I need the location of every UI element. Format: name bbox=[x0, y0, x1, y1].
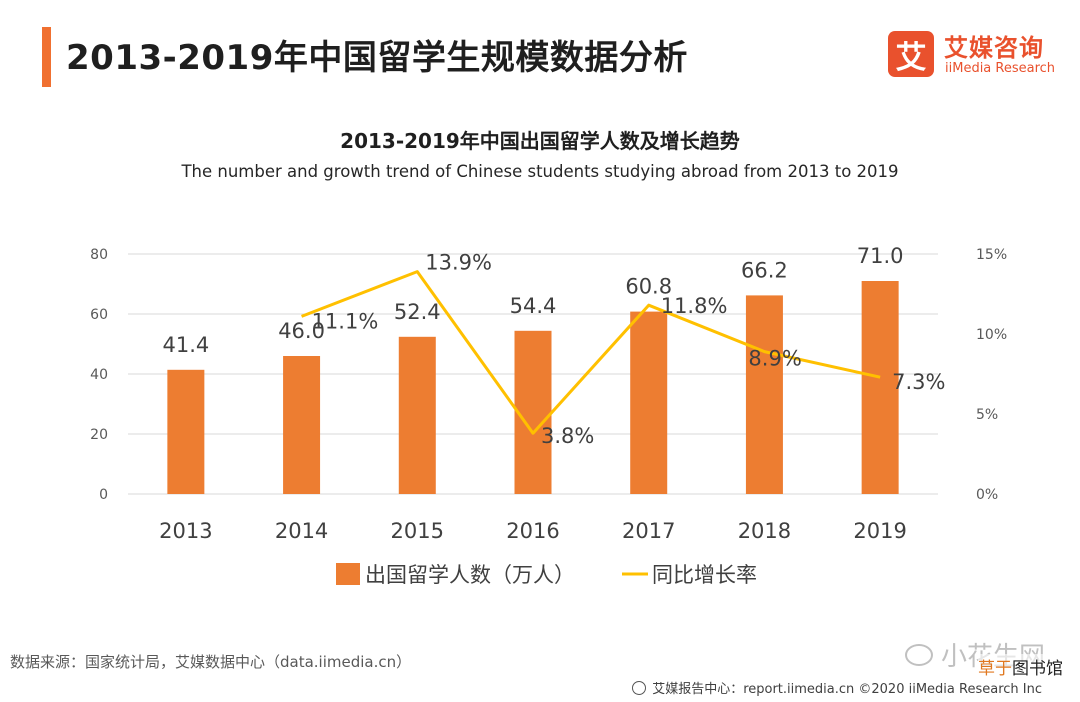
line-point-label: 11.1% bbox=[312, 309, 379, 333]
x-tick-label: 2016 bbox=[506, 519, 559, 543]
x-tick-label: 2018 bbox=[738, 519, 791, 543]
legend-swatch-bar bbox=[336, 563, 360, 585]
line-point-label: 8.9% bbox=[748, 347, 801, 371]
bar-value-label: 46.0 bbox=[278, 319, 325, 343]
y-left-tick-label: 40 bbox=[90, 367, 108, 383]
y-left-tick-label: 0 bbox=[99, 487, 108, 503]
bar-2018 bbox=[745, 295, 783, 494]
watermark-library: 草于图书馆 bbox=[978, 654, 1063, 679]
bar-value-label: 41.4 bbox=[162, 333, 209, 357]
bar-2013 bbox=[167, 369, 205, 494]
bar-value-label: 54.4 bbox=[510, 294, 557, 318]
x-tick-label: 2015 bbox=[391, 519, 444, 543]
y-left-tick-label: 20 bbox=[90, 427, 108, 443]
bar-2015 bbox=[398, 336, 436, 494]
watermark-library-a: 草于 bbox=[978, 659, 1012, 679]
legend-label-line: 同比增长率 bbox=[652, 563, 757, 587]
y-right-tick-label: 15% bbox=[976, 247, 1007, 263]
bar-2016 bbox=[514, 330, 552, 494]
page-title: 2013-2019年中国留学生规模数据分析 bbox=[66, 38, 688, 78]
iimedia-logo: 艾 艾媒咨询 iiMedia Research bbox=[888, 31, 1068, 81]
bar-value-label: 60.8 bbox=[625, 275, 672, 299]
bar-2019 bbox=[861, 281, 899, 494]
y-left-tick-label: 60 bbox=[90, 307, 108, 323]
data-source-note: 数据来源：国家统计局，艾媒数据中心（data.iimedia.cn） bbox=[10, 653, 412, 671]
y-right-tick-label: 0% bbox=[976, 487, 998, 503]
chart-subtitle: The number and growth trend of Chinese s… bbox=[181, 162, 899, 181]
line-point-label: 7.3% bbox=[892, 370, 945, 394]
chart-title: 2013-2019年中国出国留学人数及增长趋势 bbox=[340, 129, 740, 153]
title-accent-bar bbox=[42, 27, 51, 87]
bar-2017 bbox=[630, 311, 668, 494]
x-tick-label: 2013 bbox=[159, 519, 212, 543]
wechat-icon bbox=[905, 643, 933, 666]
y-right-tick-label: 10% bbox=[976, 327, 1007, 343]
y-right-tick-label: 5% bbox=[976, 407, 998, 423]
bar-value-label: 66.2 bbox=[741, 258, 788, 282]
bar-value-label: 52.4 bbox=[394, 300, 441, 324]
logo-english-name: iiMedia Research bbox=[945, 61, 1056, 76]
logo-mark-icon: 艾 bbox=[888, 31, 934, 77]
watermark-library-b: 图书馆 bbox=[1012, 659, 1063, 679]
x-tick-label: 2014 bbox=[275, 519, 328, 543]
x-tick-label: 2017 bbox=[622, 519, 675, 543]
line-point-label: 13.9% bbox=[425, 251, 492, 275]
legend-label-bar: 出国留学人数（万人） bbox=[365, 563, 575, 587]
globe-icon bbox=[632, 680, 647, 695]
y-left-tick-label: 80 bbox=[90, 247, 108, 263]
growth-rate-line bbox=[301, 270, 881, 435]
line-point-label: 11.8% bbox=[661, 294, 728, 318]
x-tick-label: 2019 bbox=[853, 519, 906, 543]
line-point-label: 3.8% bbox=[541, 424, 594, 448]
report-center-text: 艾媒报告中心：report.iimedia.cn ©2020 iiMedia R… bbox=[652, 682, 1042, 697]
report-center-footer: 艾媒报告中心：report.iimedia.cn ©2020 iiMedia R… bbox=[632, 678, 1042, 697]
bar-2014 bbox=[283, 356, 321, 494]
bar-value-label: 71.0 bbox=[857, 244, 904, 268]
logo-chinese-name: 艾媒咨询 bbox=[944, 34, 1044, 62]
